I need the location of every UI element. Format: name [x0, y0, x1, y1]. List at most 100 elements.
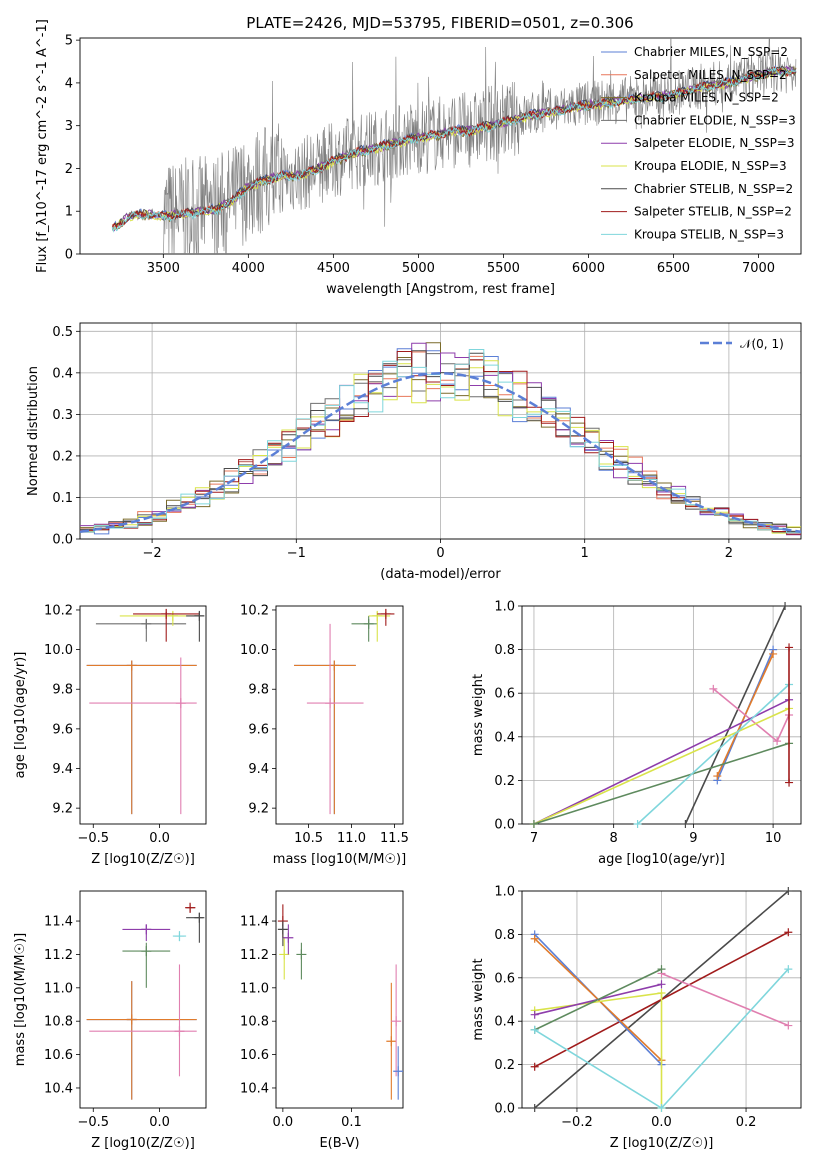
mass_vs_ebv-xlabel: E(B-V) [319, 1136, 359, 1151]
age_vs_z-point-orange [86, 660, 197, 815]
age_vs_z-ytick-label: 10.2 [44, 603, 73, 618]
mass_vs_z-point-chabrier_miles [86, 981, 197, 1100]
age_vs_mass-ytick-label: 9.2 [248, 802, 269, 817]
weight_vs_age-axes: 7 8 9 10 0.0 0.2 0.4 0.6 0.8 1.0 age [log10(age/yr… [471, 600, 802, 867]
weight_vs_z-line-green [534, 968, 662, 1031]
spectrum-ytick-label: 5 [65, 34, 73, 49]
weight_vs_age-ytick-label: 0.6 [494, 687, 515, 702]
weight_vs_z-line-pink [661, 972, 789, 1027]
residuals-ytick-label: 0.0 [52, 533, 73, 548]
weight_vs_age-line-chabrier_stelib [684, 606, 786, 824]
mass_vs_ebv-point-kroupa_elodie [279, 937, 290, 980]
weight_vs_z-ytick-label: 0.6 [494, 971, 515, 986]
mass_vs_ebv-marker [283, 932, 294, 943]
spectrum-xtick-label: 6000 [572, 261, 605, 276]
residuals-xtick-label: −2 [143, 546, 162, 561]
spectrum-legend: Chabrier MILES, N_SSP=2 Salpeter MILES, N… [601, 45, 796, 241]
weight_vs_age-ylabel: mass weight [471, 674, 486, 756]
weight_vs_age-xtick-label: 7 [530, 831, 538, 846]
weight_vs_age-xtick-label: 8 [610, 831, 618, 846]
mass_vs_z-ytick-label: 11.0 [44, 981, 73, 996]
mass_vs_ebv-point-salpeter_elodie [283, 924, 294, 955]
weight_vs_age-ytick-label: 0.4 [494, 730, 515, 745]
residuals-ylabel: Normed distribution [26, 366, 41, 496]
mass_vs_z-marker [174, 1026, 185, 1037]
residuals-xtick-label: 0 [436, 546, 444, 561]
age_vs_z-frame [79, 605, 207, 825]
spectrum-ylabel: Flux [f_λ10^-17 erg cm^-2 s^-1 A^-1] [35, 19, 50, 273]
weight_vs_z-marker-salpeter_elodie [657, 980, 666, 989]
weight_vs_z-ytick-label: 0.0 [494, 1102, 515, 1117]
weight_vs_z-ylabel: mass weight [471, 958, 486, 1040]
residuals-ytick-label: 0.3 [52, 408, 73, 423]
age_vs_z-ytick-label: 9.2 [52, 802, 73, 817]
weight_vs_age-marker-green [529, 820, 538, 828]
weight_vs_z-xlabel: Z [log10(Z/Z☉)] [610, 1136, 714, 1151]
age_vs_mass-ytick-label: 9.6 [248, 722, 269, 737]
age_vs_mass-xtick-label: 10.5 [294, 831, 323, 846]
mass_vs_z-ylabel: mass [log10(M/M☉)] [13, 933, 28, 1066]
weight_vs_age-marker-kroupa_stelib [633, 820, 642, 828]
residuals-xtick-label: 2 [725, 546, 733, 561]
age_vs_z-point-pink [89, 657, 197, 815]
age_vs_mass-marker [363, 618, 374, 629]
weight_vs_z-line-kroupa_stelib [534, 968, 789, 1108]
mass_vs_z-marker [194, 912, 205, 923]
weight_vs_age-marker-orange [769, 649, 778, 658]
spectrum-xtick-label: 5000 [402, 261, 435, 276]
weight_vs_z-marker-kroupa_elodie [657, 988, 666, 997]
spectrum-ytick-label: 4 [65, 76, 73, 91]
mass_vs_z-ytick-label: 10.4 [44, 1081, 73, 1096]
mass_vs_z-frame [79, 890, 207, 1109]
residuals-ytick-label: 0.1 [52, 491, 73, 506]
mass_vs_z-ytick-label: 11.4 [44, 915, 73, 930]
mass_vs_z-point-chabrier_stelib [186, 912, 205, 943]
age_vs_z-xtick-label: −0.5 [77, 831, 109, 846]
spectrum-xtick-label: 6500 [657, 261, 690, 276]
weight_vs_z-axes: −0.2 0.0 0.2 0.0 0.2 0.4 0.6 0.8 1.0 Z [log10(Z/Z… [471, 885, 802, 1151]
age_vs_mass-frame [275, 605, 404, 825]
mass_vs_ebv-ytick-label: 10.6 [240, 1048, 269, 1063]
age_vs_z-ylabel: age [log10(age/yr)] [13, 652, 28, 779]
spectrum-ytick-label: 3 [65, 119, 73, 134]
age_vs_z-xlabel: Z [log10(Z/Z☉)] [91, 852, 195, 867]
weight_vs_age-marker-pink [773, 737, 782, 746]
age_vs_z-marker [194, 610, 205, 621]
weight_vs_age-marker-chabrier_stelib [781, 602, 790, 610]
mass_vs_ebv-axes: 0.0 0.1 10.4 10.6 10.8 11.0 11.2 11.4 E(B-V) [240, 890, 404, 1151]
mass_vs_z-ytick-label: 11.2 [44, 948, 73, 963]
age_vs_z-ytick-label: 9.4 [52, 762, 73, 777]
weight_vs_age-ytick-label: 0.0 [494, 818, 515, 833]
figure-title: PLATE=2426, MJD=53795, FIBERID=0501, z=0… [246, 14, 633, 32]
weight_vs_age-xlabel: age [log10(age/yr)] [598, 852, 725, 867]
weight_vs_age-line-salpeter_elodie [533, 698, 790, 824]
weight_vs_z-marker-chabrier_stelib [784, 887, 793, 895]
age_vs_mass-point-pink [306, 623, 364, 815]
spectrum-frame [79, 37, 802, 255]
weight_vs_age-ytick-label: 0.8 [494, 643, 515, 658]
residuals-xtick-label: 1 [581, 546, 589, 561]
weight_vs_age-marker-orange [713, 772, 722, 781]
age_vs_z-xtick-label: 0.0 [149, 831, 170, 846]
mass_vs_z-marker [174, 931, 185, 942]
mass_vs_ebv-xtick-label: 0.0 [273, 1115, 294, 1130]
weight_vs_age-xtick-label: 10 [765, 831, 782, 846]
weight_vs_age-marker-pink [709, 684, 718, 693]
spectrum-ytick-label: 2 [65, 162, 73, 177]
legend-label-salpeter_stelib: Salpeter STELIB, N_SSP=2 [634, 205, 792, 219]
weight_vs_z-ytick-label: 0.8 [494, 928, 515, 943]
spectrum-xlabel: wavelength [Angstrom, rest frame] [326, 282, 555, 297]
weight_vs_age-ytick-label: 1.0 [494, 600, 515, 615]
spectrum-xtick-label: 7000 [742, 261, 775, 276]
age_vs_mass-ytick-label: 9.4 [248, 762, 269, 777]
legend-label-kroupa_elodie: Kroupa ELODIE, N_SSP=3 [634, 159, 787, 173]
mass_vs_ebv-point-chabrier_miles [393, 1046, 403, 1100]
legend-label-kroupa_miles: Kroupa MILES, N_SSP=2 [634, 91, 779, 105]
weight_vs_age-line-pink [712, 688, 790, 743]
weight_vs_age-ytick-label: 0.2 [494, 774, 515, 789]
mass_vs_ebv-point-pink [391, 964, 402, 1077]
mass_vs_z-point-salpeter_elodie [122, 924, 171, 942]
spectrum-xtick-label: 5500 [487, 261, 520, 276]
residuals-ytick-label: 0.4 [52, 366, 73, 381]
